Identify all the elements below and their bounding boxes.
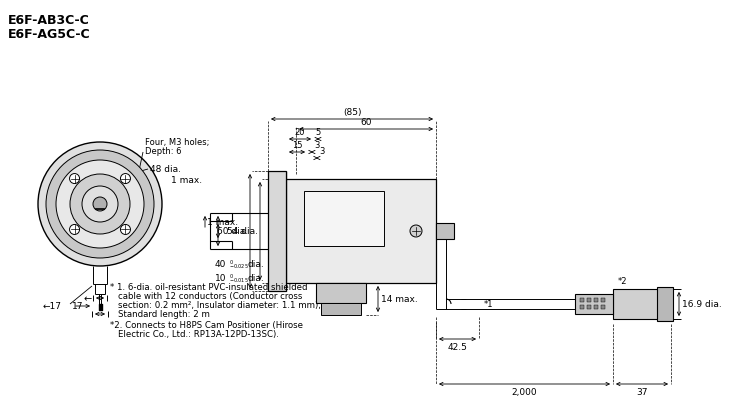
Text: dia.: dia. <box>247 273 264 282</box>
Text: $^{0}_{-0.025}$: $^{0}_{-0.025}$ <box>229 258 249 272</box>
Bar <box>436 223 454 239</box>
Circle shape <box>121 225 130 235</box>
Text: 1 max.: 1 max. <box>207 218 238 227</box>
Text: E6F-AB3C-C: E6F-AB3C-C <box>8 14 90 27</box>
Text: 40: 40 <box>215 259 226 268</box>
Bar <box>601 305 605 309</box>
Text: $^{0}_{-0.015}$: $^{0}_{-0.015}$ <box>229 272 249 285</box>
Text: 10: 10 <box>215 273 226 282</box>
Text: 2,000: 2,000 <box>512 387 537 396</box>
Text: E6F-AG5C-C: E6F-AG5C-C <box>8 28 91 41</box>
Bar <box>316 283 366 303</box>
Bar <box>268 172 286 291</box>
Text: 1 max.: 1 max. <box>171 176 202 185</box>
Text: *2: *2 <box>618 277 628 286</box>
Text: Electric Co., Ltd.: RP13A-12PD-13SC).: Electric Co., Ltd.: RP13A-12PD-13SC). <box>118 329 279 338</box>
Text: 48 dia.: 48 dia. <box>150 165 181 174</box>
Circle shape <box>410 225 422 237</box>
Circle shape <box>46 151 154 258</box>
Circle shape <box>38 143 162 266</box>
Bar <box>575 294 613 314</box>
Text: Standard length: 2 m: Standard length: 2 m <box>118 309 210 318</box>
Text: section: 0.2 mm², Insulator diameter: 1.1 mm),: section: 0.2 mm², Insulator diameter: 1.… <box>118 300 321 309</box>
Text: Depth: 6: Depth: 6 <box>145 147 182 155</box>
Text: *2. Connects to H8PS Cam Positioner (Hirose: *2. Connects to H8PS Cam Positioner (Hir… <box>110 320 303 329</box>
Bar <box>286 180 436 283</box>
Text: 15: 15 <box>292 141 302 150</box>
Text: (85): (85) <box>343 108 362 117</box>
Text: ←17: ←17 <box>43 302 62 311</box>
Bar <box>587 298 591 302</box>
Bar <box>580 305 584 309</box>
Circle shape <box>56 161 144 248</box>
Text: Four, M3 holes;: Four, M3 holes; <box>145 138 209 147</box>
Bar <box>580 298 584 302</box>
Text: *1: *1 <box>484 300 494 309</box>
Text: 5: 5 <box>315 128 321 137</box>
Text: 17: 17 <box>72 301 84 310</box>
Text: 60 dia.: 60 dia. <box>217 227 248 236</box>
Bar <box>304 191 384 246</box>
Text: 16.9 dia.: 16.9 dia. <box>682 300 722 309</box>
Circle shape <box>82 187 118 222</box>
Circle shape <box>121 174 130 184</box>
Text: 54 dia.: 54 dia. <box>227 227 258 236</box>
Text: ←: ← <box>84 293 92 303</box>
Text: 14 max.: 14 max. <box>381 295 418 304</box>
Circle shape <box>93 198 107 211</box>
Text: 37: 37 <box>636 387 648 396</box>
Text: 20: 20 <box>295 128 305 137</box>
Bar <box>594 298 598 302</box>
Bar <box>594 305 598 309</box>
Bar <box>613 289 671 319</box>
Text: cable with 12 conductors (Conductor cross: cable with 12 conductors (Conductor cros… <box>118 291 302 300</box>
Text: dia.: dia. <box>247 259 264 268</box>
Circle shape <box>70 225 80 235</box>
Bar <box>601 298 605 302</box>
Text: 3: 3 <box>319 147 324 155</box>
Circle shape <box>70 174 80 184</box>
Text: 42.5: 42.5 <box>448 342 467 351</box>
Circle shape <box>70 175 130 234</box>
Text: 3: 3 <box>314 141 320 150</box>
Bar <box>321 303 361 315</box>
Bar <box>657 287 673 321</box>
Text: 60: 60 <box>360 118 372 127</box>
Bar <box>587 305 591 309</box>
Text: * 1. 6-dia. oil-resistant PVC-insulated shielded: * 1. 6-dia. oil-resistant PVC-insulated … <box>110 282 308 291</box>
